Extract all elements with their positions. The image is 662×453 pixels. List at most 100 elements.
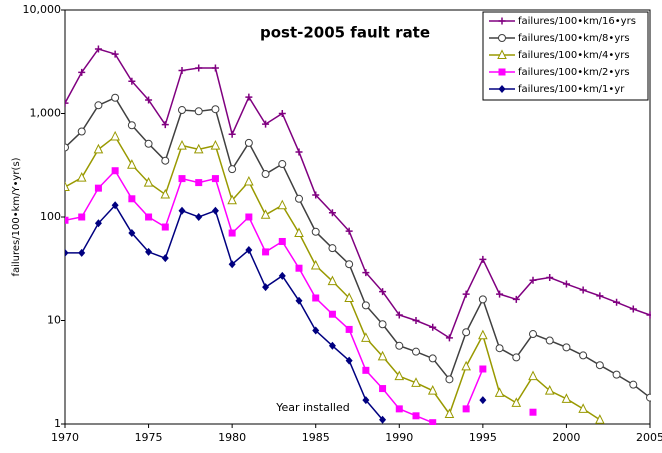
chart-title: post-2005 fault rate: [260, 24, 430, 42]
point: [294, 227, 304, 238]
point: [312, 191, 320, 199]
x-tick-label: 1985: [302, 431, 330, 444]
series-line: [65, 48, 651, 339]
point: [245, 245, 253, 254]
point: [178, 67, 186, 75]
point: [479, 396, 487, 405]
point: [444, 408, 455, 418]
point: [395, 311, 403, 319]
point: [411, 377, 421, 387]
point: [128, 77, 136, 85]
point: [511, 397, 522, 407]
point: [328, 341, 336, 350]
x-tick-label: 1990: [385, 431, 413, 444]
point: [562, 343, 571, 352]
point: [262, 248, 270, 256]
point: [412, 412, 420, 420]
series-line: [65, 171, 533, 423]
point: [94, 184, 102, 192]
y-tick-label: 100: [40, 210, 61, 223]
point: [161, 121, 169, 129]
point: [78, 248, 86, 257]
point: [110, 130, 120, 141]
point: [379, 288, 387, 296]
point: [127, 159, 137, 169]
point: [295, 194, 303, 203]
point: [562, 280, 570, 288]
point: [65, 143, 69, 152]
point: [262, 283, 270, 292]
point: [277, 199, 288, 210]
point: [244, 175, 254, 186]
point: [160, 188, 171, 199]
point: [362, 366, 370, 374]
point: [462, 405, 470, 413]
point: [478, 295, 487, 304]
point: [345, 260, 354, 269]
point: [529, 408, 537, 416]
point: [111, 201, 119, 210]
point: [378, 320, 387, 329]
point: [362, 269, 370, 277]
point: [195, 64, 203, 72]
point: [145, 96, 153, 104]
point: [328, 244, 337, 253]
point: [295, 264, 303, 272]
point: [412, 317, 420, 324]
point: [278, 110, 286, 117]
point: [344, 292, 354, 302]
point: [211, 64, 219, 72]
point: [379, 415, 387, 424]
point: [445, 375, 454, 384]
x-tick-label: 1975: [135, 431, 163, 444]
point: [295, 148, 303, 156]
point: [261, 170, 270, 179]
point: [65, 181, 70, 191]
point: [529, 330, 537, 339]
point: [94, 101, 103, 110]
point: [195, 213, 203, 221]
legend-label: failures/100•km/8•yrs: [518, 33, 630, 44]
point: [613, 298, 621, 306]
point: [65, 216, 69, 224]
point: [128, 195, 136, 203]
point: [579, 286, 587, 294]
point: [194, 107, 203, 116]
point: [544, 385, 555, 395]
point: [479, 255, 487, 263]
point: [345, 325, 353, 333]
legend-label: failures/100•km/1•yr: [518, 84, 625, 95]
point: [78, 213, 86, 221]
legend-marker: [498, 85, 506, 93]
y-tick-label: 1: [54, 417, 61, 430]
point: [312, 326, 320, 335]
legend-label: failures/100•km/4•yrs: [518, 50, 630, 61]
point: [228, 260, 236, 269]
point: [78, 68, 86, 76]
legend-marker: [498, 34, 506, 42]
point: [578, 403, 588, 413]
point: [512, 353, 521, 362]
point: [161, 254, 169, 263]
point: [495, 344, 504, 353]
point: [429, 419, 437, 425]
point: [379, 385, 387, 393]
point: [145, 213, 153, 221]
x-tick-label: 2005: [636, 431, 662, 444]
point: [161, 156, 170, 165]
point: [494, 387, 505, 397]
point: [228, 229, 236, 237]
point: [311, 227, 320, 236]
point: [111, 93, 120, 102]
point: [428, 354, 437, 363]
point: [161, 223, 169, 231]
x-tick-label: 1980: [218, 431, 246, 444]
point: [427, 385, 438, 395]
point: [345, 227, 353, 235]
point: [77, 127, 86, 136]
legend-marker: [497, 49, 507, 59]
point: [143, 176, 154, 187]
legend-label: failures/100•km/16•yrs: [518, 16, 636, 27]
point: [210, 139, 221, 150]
point: [445, 334, 453, 342]
